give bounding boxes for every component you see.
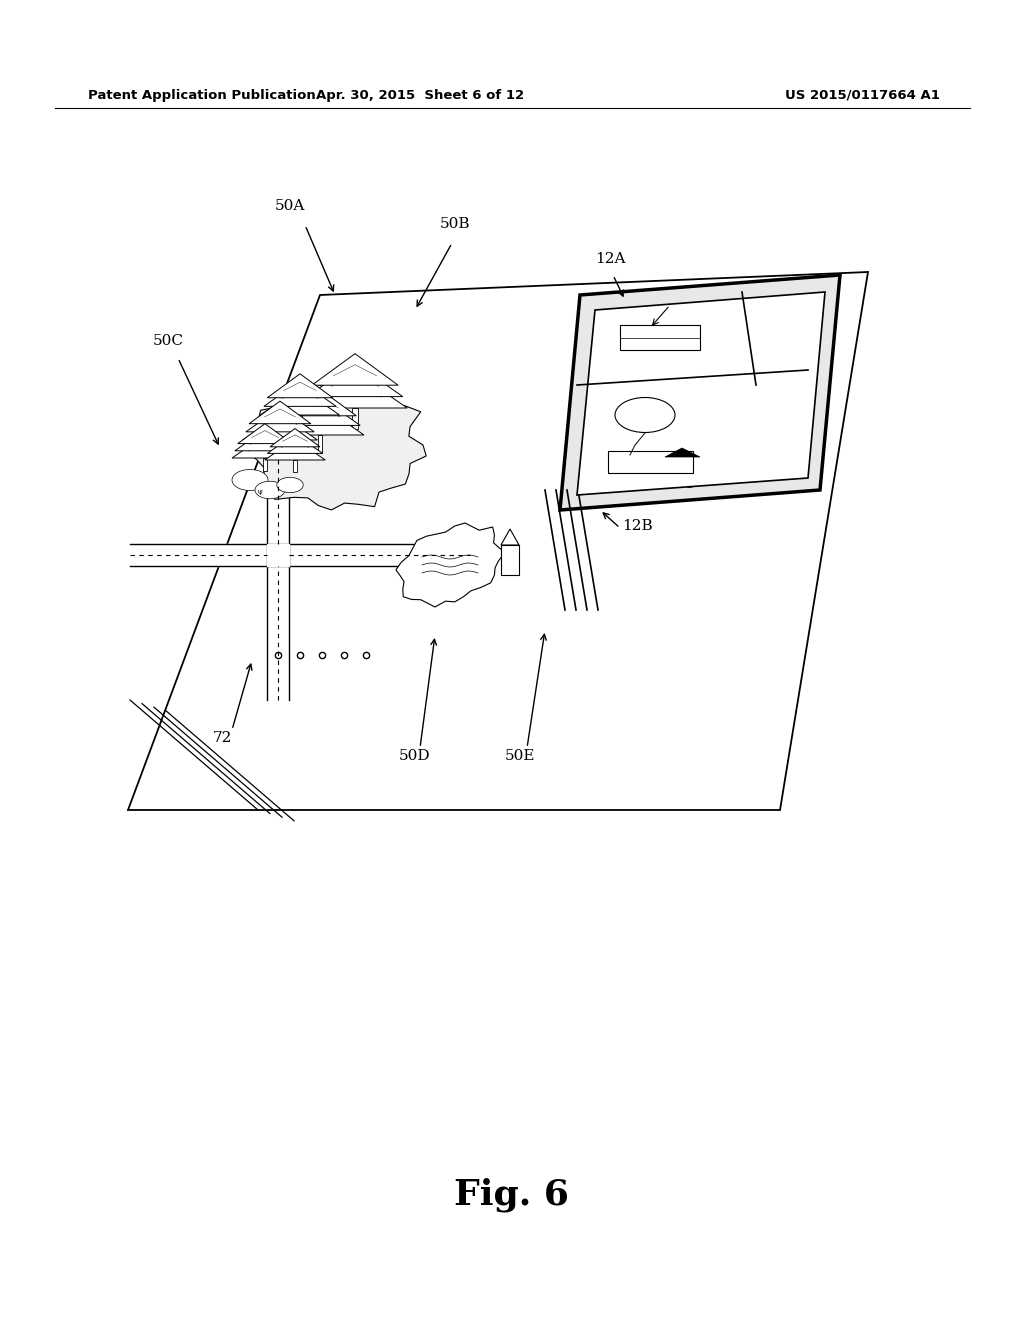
Bar [608,451,693,473]
Text: 50A: 50A [274,199,305,213]
Bar [278,440,282,455]
Text: Fig. 6: Fig. 6 [455,1177,569,1212]
Polygon shape [264,380,336,407]
Bar [620,325,700,350]
Ellipse shape [615,397,675,433]
Polygon shape [246,408,314,432]
Polygon shape [238,424,292,444]
Polygon shape [276,405,364,436]
Polygon shape [249,401,311,424]
Ellipse shape [255,482,285,499]
Polygon shape [267,434,323,453]
Polygon shape [665,447,700,457]
Text: US 2015/0117664 A1: US 2015/0117664 A1 [785,88,940,102]
Text: Patent Application Publication: Patent Application Publication [88,88,315,102]
Text: 50B: 50B [439,216,470,231]
Polygon shape [284,389,356,416]
Bar [501,545,519,576]
Bar [263,458,267,471]
Polygon shape [501,529,519,545]
Bar [352,408,357,429]
Polygon shape [232,436,298,458]
Text: 12C: 12C [664,477,695,491]
Polygon shape [577,292,825,495]
Text: 72: 72 [212,731,231,744]
Polygon shape [260,388,340,414]
Ellipse shape [276,478,303,492]
Text: Apr. 30, 2015  Sheet 6 of 12: Apr. 30, 2015 Sheet 6 of 12 [316,88,524,102]
Polygon shape [234,429,295,451]
Polygon shape [307,363,402,396]
Polygon shape [560,275,840,510]
Polygon shape [243,414,317,440]
Bar [317,436,323,453]
Polygon shape [396,523,505,607]
Polygon shape [265,440,326,459]
Text: 50C: 50C [153,334,183,348]
Bar [293,459,297,473]
Ellipse shape [232,470,268,491]
Text: 12A: 12A [595,252,626,267]
Text: ψ: ψ [258,488,262,495]
Text: 50E: 50E [505,748,536,763]
Polygon shape [243,383,426,510]
Polygon shape [267,374,333,397]
Polygon shape [312,354,398,385]
Polygon shape [270,429,319,446]
Bar [298,414,302,430]
Polygon shape [280,397,360,425]
Text: 50D: 50D [399,748,431,763]
Text: 12B: 12B [622,519,652,533]
Polygon shape [303,372,408,408]
